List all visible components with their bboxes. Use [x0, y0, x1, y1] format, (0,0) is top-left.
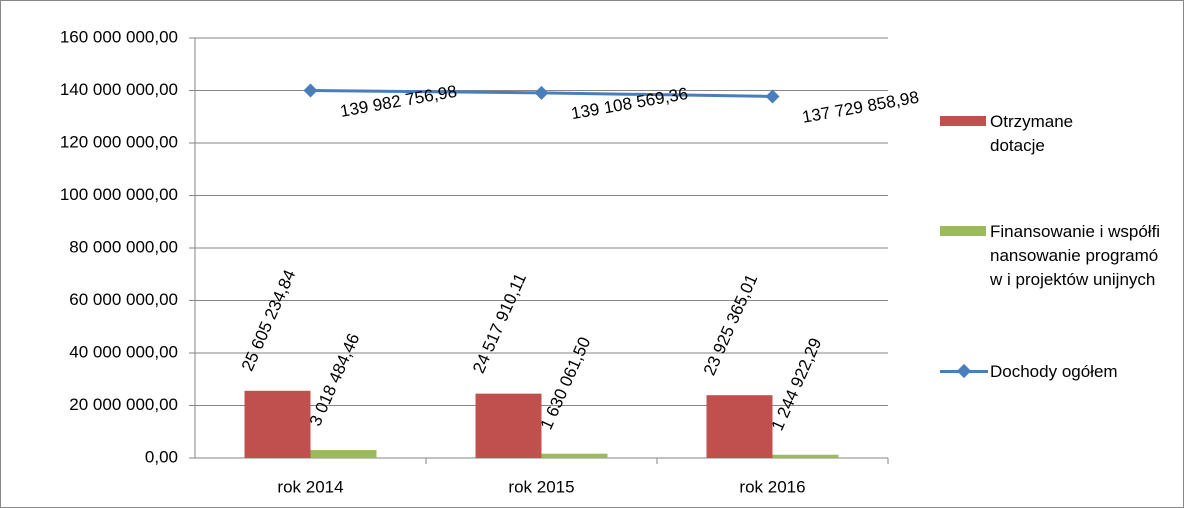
- y-tick-label: 80 000 000,00: [69, 237, 178, 256]
- bar: [310, 450, 377, 458]
- legend-swatch: [940, 116, 986, 126]
- line-marker: [765, 89, 780, 104]
- y-tick-label: 160 000 000,00: [60, 27, 178, 46]
- y-tick-label: 140 000 000,00: [60, 80, 178, 99]
- legend-swatch: [940, 363, 988, 379]
- bar: [706, 395, 773, 458]
- y-tick-label: 120 000 000,00: [60, 132, 178, 151]
- x-tick-label: rok 2015: [508, 477, 574, 496]
- line-marker: [303, 83, 318, 98]
- x-tick-label: rok 2016: [739, 477, 805, 496]
- y-tick-label: 0,00: [145, 447, 178, 466]
- y-tick-label: 40 000 000,00: [69, 342, 178, 361]
- bar: [772, 454, 839, 458]
- y-tick-label: 20 000 000,00: [69, 395, 178, 414]
- bar: [475, 393, 542, 458]
- legend-label: Otrzymane dotacje: [990, 112, 1074, 155]
- y-tick-label: 60 000 000,00: [69, 290, 178, 309]
- legend-label: Dochody ogółem: [990, 362, 1118, 381]
- legend-label: Finansowanie i współfinansowanie program…: [990, 222, 1161, 289]
- legend-swatch: [940, 226, 986, 236]
- bar: [244, 390, 311, 458]
- y-tick-label: 100 000 000,00: [60, 185, 178, 204]
- x-tick-label: rok 2014: [277, 477, 343, 496]
- bar: [541, 453, 608, 458]
- line-marker: [534, 85, 549, 100]
